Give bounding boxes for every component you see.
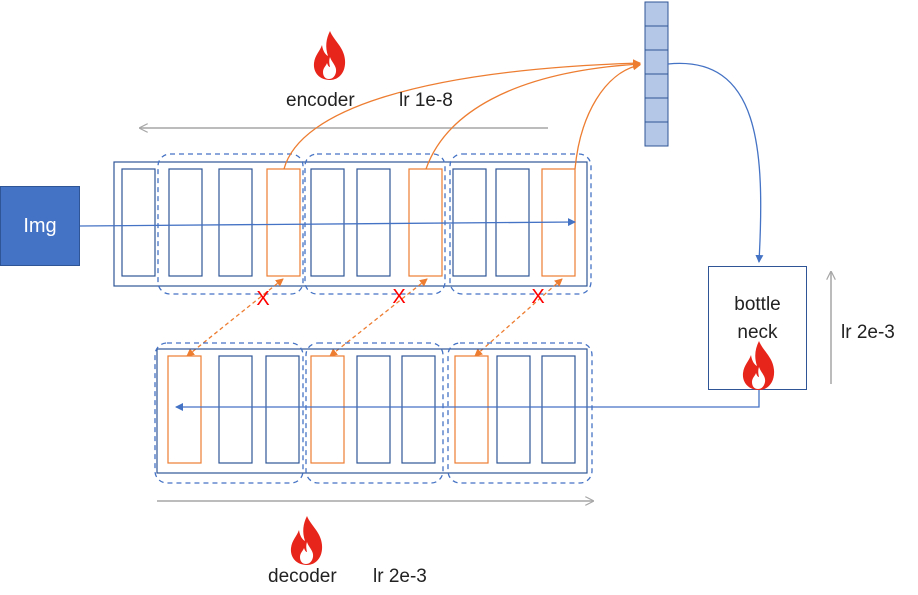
- encoder-block: [356, 168, 391, 277]
- to-bottleneck-arrow: [667, 62, 764, 263]
- encoder-block: [168, 168, 203, 277]
- encoder-block-skip: [266, 168, 301, 277]
- flame-icon: [313, 31, 346, 80]
- skip-connection-2: [329, 278, 428, 357]
- encoder-flow-arrow: [79, 218, 576, 227]
- decoder-block: [265, 355, 300, 464]
- feature-arrow-3: [574, 62, 641, 170]
- decoder-block-skip: [454, 355, 489, 464]
- feature-arrow-1: [283, 59, 641, 170]
- encoder-label: encoder: [286, 90, 355, 111]
- decoder-stage-1: [154, 342, 304, 484]
- decoder-block-skip: [167, 355, 202, 464]
- encoder-block: [310, 168, 345, 277]
- encoder-lr-label: lr 1e-8: [399, 90, 453, 111]
- decoder-stage-groups: [154, 342, 593, 484]
- encoder-block: [218, 168, 253, 277]
- decoder-block: [541, 355, 576, 464]
- feature-arrows: [283, 59, 641, 170]
- decoder-block: [356, 355, 391, 464]
- bottleneck-lr-label: lr 2e-3: [841, 322, 895, 343]
- decoder-blocks: [167, 355, 576, 464]
- skip-cross-1: X: [256, 288, 269, 310]
- flame-icon: [290, 516, 323, 565]
- encoder-block: [121, 168, 156, 277]
- decoder-block-skip: [310, 355, 345, 464]
- feature-arrow-2: [425, 60, 641, 170]
- feature-vector: [644, 1, 669, 147]
- skip-connection-3: [474, 278, 563, 357]
- input-image-label: Img: [23, 214, 57, 237]
- decoder-block: [218, 355, 253, 464]
- flame-icon: [742, 341, 775, 390]
- decoder-lr-label: lr 2e-3: [373, 566, 427, 587]
- skip-cross-2: X: [392, 286, 405, 308]
- decoder-stage-3: [447, 342, 593, 484]
- decoder-block: [401, 355, 436, 464]
- decoder-flow-arrow: [175, 390, 760, 411]
- input-image-box: Img: [0, 186, 80, 266]
- bottleneck-label: bottle neck: [734, 294, 781, 343]
- skip-cross-3: X: [531, 286, 544, 308]
- decoder-frame: [156, 348, 588, 474]
- encoder-stage-3: [449, 153, 592, 295]
- skip-crosses: X X X: [256, 286, 544, 310]
- decoder-block: [496, 355, 531, 464]
- decoder-stage-2: [305, 342, 444, 484]
- decoder-label: decoder: [268, 566, 337, 587]
- skip-connections: [186, 278, 563, 357]
